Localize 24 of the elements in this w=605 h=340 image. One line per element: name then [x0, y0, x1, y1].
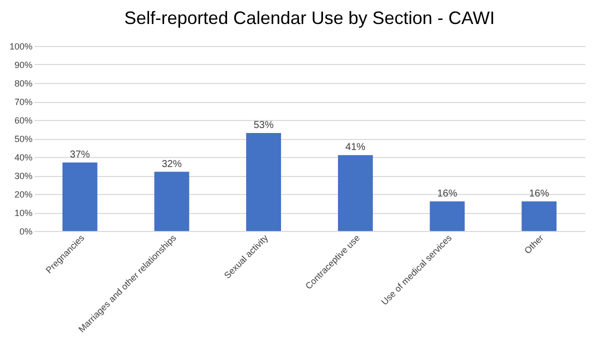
data-label: 32%	[162, 158, 182, 170]
y-tick-label: 80%	[14, 78, 32, 88]
data-label: 41%	[345, 142, 366, 154]
y-tick-label: 10%	[14, 208, 32, 218]
y-tick-label: 40%	[14, 152, 32, 162]
y-tick-label: 90%	[14, 60, 32, 70]
bar	[62, 162, 98, 231]
y-tick-label: 30%	[14, 171, 32, 181]
y-tick-label: 60%	[14, 116, 32, 126]
chart-title: Self-reported Calendar Use by Section - CAWI	[124, 8, 495, 28]
data-label: 53%	[254, 120, 274, 131]
bar	[338, 155, 373, 231]
bar	[246, 132, 282, 231]
y-tick-label: 20%	[14, 190, 32, 200]
y-tick-label: 0%	[19, 226, 32, 236]
y-tick-label: 50%	[14, 134, 32, 144]
bar	[522, 201, 557, 231]
bar	[154, 172, 190, 231]
data-label: 16%	[529, 188, 550, 200]
y-tick-label: 100%	[9, 42, 32, 52]
data-label: 16%	[437, 188, 458, 200]
bar	[430, 201, 465, 231]
data-label: 37%	[70, 150, 90, 161]
y-tick-label: 70%	[14, 97, 32, 107]
